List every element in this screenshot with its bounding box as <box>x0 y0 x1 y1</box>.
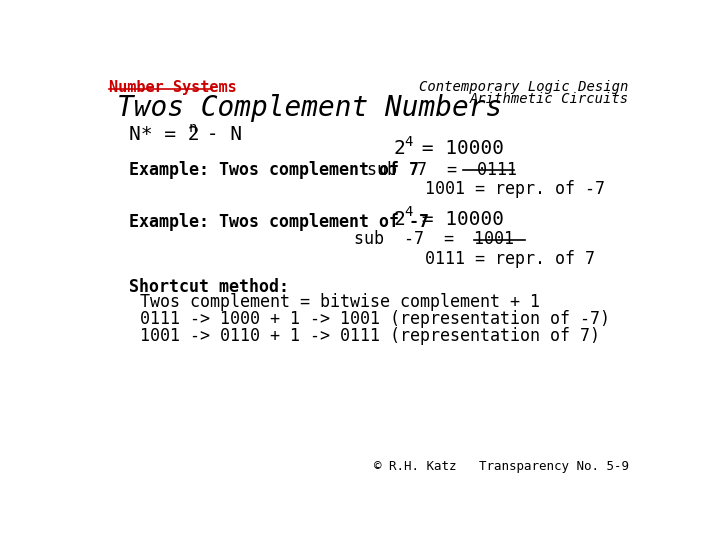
Text: Arithmetic Circuits: Arithmetic Circuits <box>469 92 629 106</box>
Text: © R.H. Katz   Transparency No. 5-9: © R.H. Katz Transparency No. 5-9 <box>374 460 629 473</box>
Text: 2: 2 <box>394 210 405 228</box>
Text: = 10000: = 10000 <box>410 139 504 159</box>
Text: = 10000: = 10000 <box>410 210 504 228</box>
Text: sub  -7  =  1001: sub -7 = 1001 <box>354 231 513 248</box>
Text: Example: Twos complement of -7: Example: Twos complement of -7 <box>129 213 428 231</box>
Text: sub  7  =  0111: sub 7 = 0111 <box>367 161 518 179</box>
Text: Twos Complement Numbers: Twos Complement Numbers <box>117 94 503 122</box>
Text: Contemporary Logic Design: Contemporary Logic Design <box>419 80 629 94</box>
Text: 2: 2 <box>394 139 405 159</box>
Text: Example: Twos complement of 7: Example: Twos complement of 7 <box>129 161 419 179</box>
Text: 1001 = repr. of -7: 1001 = repr. of -7 <box>425 180 605 198</box>
Text: Number Systems: Number Systems <box>109 80 237 95</box>
Text: Shortcut method:: Shortcut method: <box>129 278 289 296</box>
Text: 1001 -> 0110 + 1 -> 0111 (representation of 7): 1001 -> 0110 + 1 -> 0111 (representation… <box>140 327 600 345</box>
Text: N* = 2: N* = 2 <box>129 125 199 144</box>
Text: - N: - N <box>194 125 242 144</box>
Text: 4: 4 <box>405 135 413 149</box>
Text: n: n <box>189 121 197 135</box>
Text: 4: 4 <box>405 205 413 219</box>
Text: 0111 -> 1000 + 1 -> 1001 (representation of -7): 0111 -> 1000 + 1 -> 1001 (representation… <box>140 309 611 328</box>
Text: 0111 = repr. of 7: 0111 = repr. of 7 <box>425 249 595 268</box>
Text: Twos complement = bitwise complement + 1: Twos complement = bitwise complement + 1 <box>140 293 541 310</box>
